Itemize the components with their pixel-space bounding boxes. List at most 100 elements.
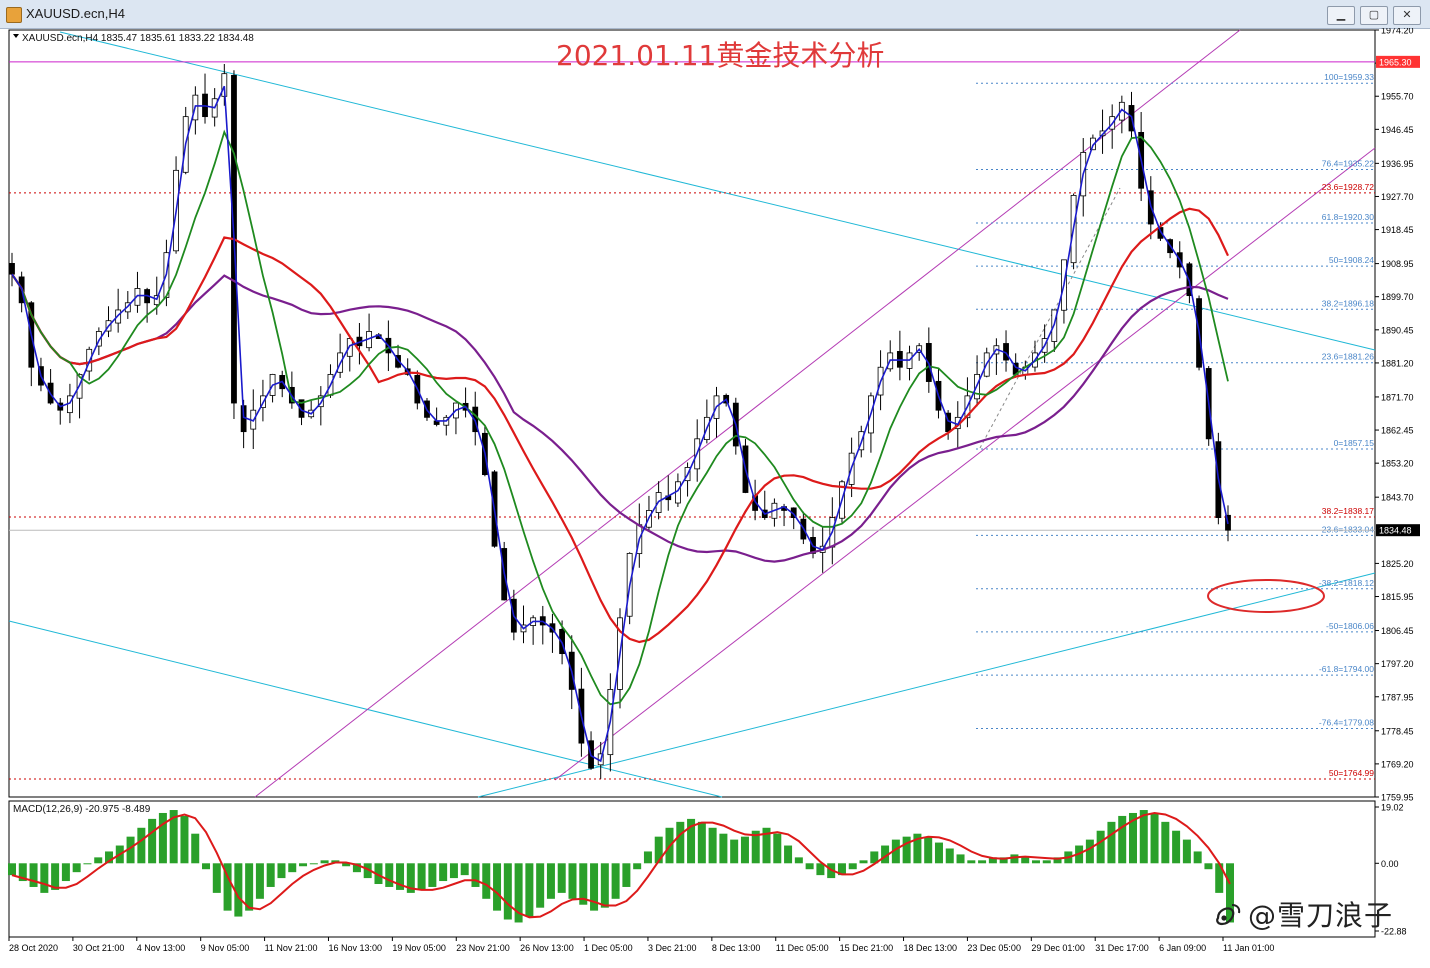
window-title: XAUUSD.ecn,H4 bbox=[26, 6, 125, 21]
y-tick-label: 1871.70 bbox=[1381, 392, 1414, 402]
macd-bar bbox=[816, 863, 825, 876]
weibo-icon bbox=[1216, 904, 1241, 926]
minimize-button[interactable]: ▁ bbox=[1327, 6, 1355, 25]
macd-bar bbox=[794, 857, 803, 864]
macd-bar bbox=[51, 863, 60, 890]
fib-level-label: 50=1908.24 bbox=[1329, 255, 1374, 265]
macd-bar bbox=[676, 821, 685, 864]
ma-green-line bbox=[11, 129, 1229, 706]
macd-bar bbox=[363, 863, 372, 879]
macd-bar bbox=[956, 854, 965, 864]
fib-level-label: -50=1806.06 bbox=[1326, 621, 1374, 631]
macd-bar bbox=[40, 863, 49, 893]
price-chart[interactable]: 1974.201964.951955.701946.451936.951927.… bbox=[0, 28, 1430, 968]
macd-bar bbox=[1172, 830, 1181, 864]
macd-bar bbox=[719, 833, 728, 864]
candle-body bbox=[298, 399, 305, 418]
macd-bar bbox=[1139, 810, 1148, 864]
macd-bar bbox=[902, 836, 911, 864]
candle-body bbox=[9, 263, 15, 275]
macd-bar bbox=[277, 863, 286, 879]
current-price-box bbox=[1376, 524, 1420, 537]
macd-bar bbox=[202, 863, 211, 870]
macd-bar bbox=[557, 863, 566, 893]
macd-bar bbox=[708, 827, 717, 864]
macd-bar bbox=[999, 857, 1008, 864]
candle-body bbox=[472, 406, 479, 433]
macd-bar bbox=[837, 863, 846, 876]
macd-bar bbox=[148, 818, 157, 864]
macd-bar bbox=[449, 863, 458, 879]
macd-bar bbox=[309, 863, 318, 865]
macd-bar bbox=[406, 863, 415, 893]
y-tick-label: 1787.95 bbox=[1381, 692, 1414, 702]
trendlines bbox=[8, 29, 1376, 798]
macd-bar bbox=[417, 863, 426, 890]
fib-level-label: -76.4=1779.08 bbox=[1319, 718, 1374, 728]
level-price-box bbox=[1376, 55, 1420, 68]
macd-bar bbox=[568, 863, 577, 899]
macd-bar bbox=[643, 851, 652, 864]
macd-bar bbox=[633, 863, 642, 870]
macd-bar bbox=[234, 863, 243, 917]
x-tick-label: 3 Dec 21:00 bbox=[648, 943, 697, 953]
fib-level-label: 23.6=1881.26 bbox=[1322, 352, 1375, 362]
macd-bar bbox=[493, 863, 502, 911]
x-tick-label: 16 Nov 13:00 bbox=[328, 943, 382, 953]
fib-level-label: -61.8=1794.00 bbox=[1319, 664, 1374, 674]
y-tick-label: 1899.70 bbox=[1381, 292, 1414, 302]
macd-bar bbox=[385, 863, 394, 887]
macd-bar bbox=[751, 830, 760, 864]
y-tick-label: 1778.45 bbox=[1381, 726, 1414, 736]
macd-bar bbox=[945, 848, 954, 864]
macd-bar bbox=[460, 863, 469, 876]
app-icon bbox=[6, 7, 22, 23]
macd-bar bbox=[169, 810, 178, 864]
highlight-ellipse bbox=[1207, 579, 1325, 613]
x-tick-label: 19 Nov 05:00 bbox=[392, 943, 446, 953]
macd-bar bbox=[913, 833, 922, 864]
macd-bar bbox=[805, 863, 814, 870]
y-tick-label: 1769.20 bbox=[1381, 759, 1414, 769]
macd-bar bbox=[29, 863, 38, 887]
macd-bar bbox=[83, 863, 92, 865]
candle-body bbox=[317, 395, 324, 408]
macd-bar bbox=[546, 863, 555, 899]
macd-tick-label: -22.88 bbox=[1381, 927, 1407, 937]
macd-bar bbox=[978, 860, 987, 864]
x-tick-label: 28 Oct 2020 bbox=[9, 943, 58, 953]
x-tick-label: 26 Nov 13:00 bbox=[520, 943, 574, 953]
macd-bar bbox=[1118, 815, 1127, 864]
y-tick-label: 1890.45 bbox=[1381, 325, 1414, 335]
maximize-button[interactable]: ▢ bbox=[1360, 6, 1388, 25]
macd-tick-label: 0.00 bbox=[1381, 859, 1399, 869]
fib-level-label: 23.6=1928.72 bbox=[1322, 182, 1375, 192]
close-button[interactable]: ✕ bbox=[1393, 6, 1421, 25]
x-tick-label: 1 Dec 05:00 bbox=[584, 943, 633, 953]
macd-bar bbox=[1085, 839, 1094, 864]
y-tick-label: 1853.20 bbox=[1381, 459, 1414, 469]
macd-bar bbox=[611, 863, 620, 899]
candle-body bbox=[153, 295, 160, 306]
x-tick-label: 4 Nov 13:00 bbox=[137, 943, 186, 953]
trendline-upper-cyan bbox=[59, 31, 1376, 351]
macd-bar bbox=[288, 863, 297, 873]
macd-bar bbox=[439, 863, 448, 882]
macd-bar bbox=[1150, 812, 1159, 864]
macd-bar bbox=[1128, 812, 1137, 864]
fib-anchor-line bbox=[979, 187, 1121, 449]
macd-bar bbox=[342, 863, 351, 867]
macd-bar bbox=[848, 863, 857, 870]
macd-bar bbox=[773, 833, 782, 864]
y-tick-label: 1955.70 bbox=[1381, 92, 1414, 102]
x-tick-label: 9 Nov 05:00 bbox=[201, 943, 250, 953]
macd-bar bbox=[1010, 854, 1019, 864]
macd-bar bbox=[94, 857, 103, 864]
macd-bar bbox=[1182, 839, 1191, 864]
candle-body bbox=[346, 338, 353, 357]
candle-body bbox=[395, 355, 401, 368]
macd-bar bbox=[105, 851, 114, 864]
macd-bar bbox=[687, 818, 696, 864]
fib-level-label: 100=1959.33 bbox=[1324, 72, 1374, 82]
macd-bar bbox=[471, 863, 480, 887]
